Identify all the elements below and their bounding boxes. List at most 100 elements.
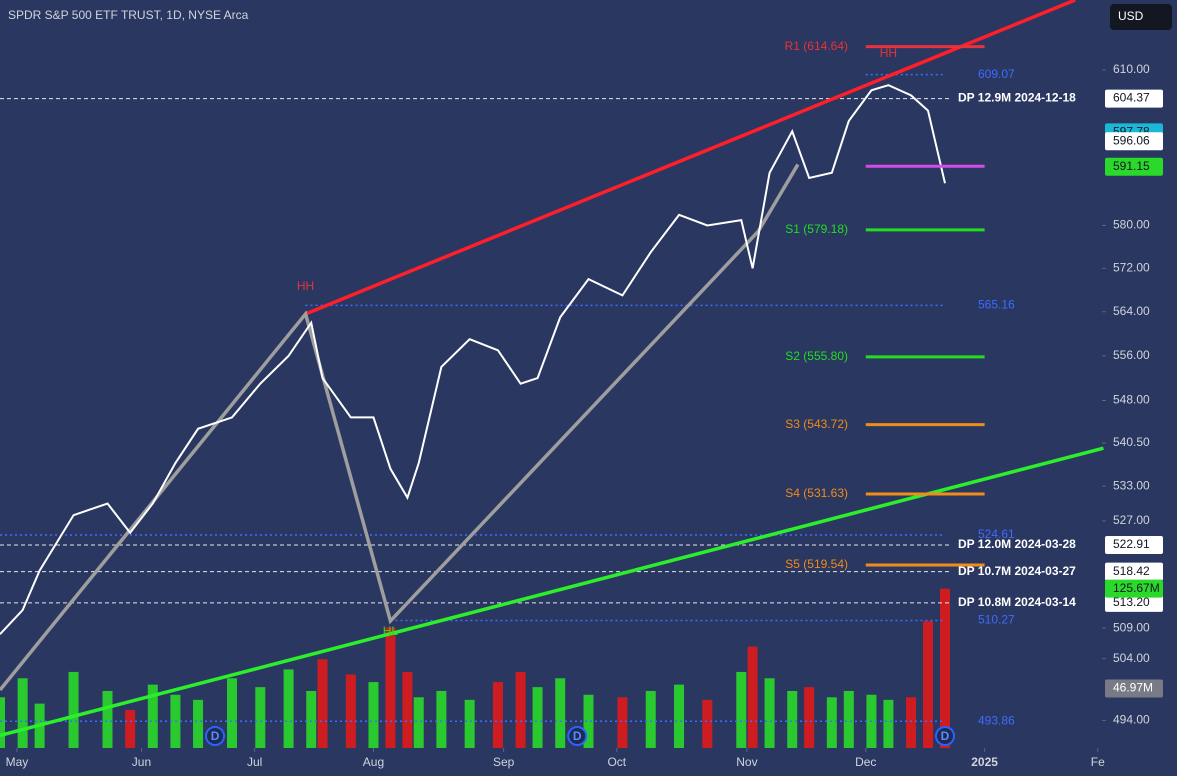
volume-bar	[227, 678, 238, 748]
volume-bar	[147, 684, 158, 748]
reference-label: 609.07	[978, 67, 1015, 81]
price-tag-label: 591.15	[1113, 159, 1150, 173]
y-tick-label: 494.00	[1113, 713, 1150, 727]
x-tick-label: Fe	[1091, 755, 1105, 769]
volume-bar	[402, 671, 413, 748]
trend-line	[0, 446, 1104, 738]
dividend-marker	[567, 726, 588, 746]
dark-pool-label: DP 12.9M 2024-12-18	[958, 91, 1076, 105]
volume-bar	[617, 697, 628, 748]
volume-bar	[906, 697, 917, 748]
volume-bar	[702, 699, 713, 748]
x-tick-label: Aug	[363, 755, 384, 769]
pivot-label: S5 (519.54)	[785, 557, 848, 571]
y-tick-label: 556.00	[1113, 348, 1150, 362]
volume-bar	[532, 687, 543, 748]
pivot-label: R1 (614.64)	[785, 39, 848, 53]
price-tag	[1105, 89, 1163, 108]
y-tick-label: 540.50	[1113, 435, 1150, 449]
reference-label: 565.16	[978, 298, 1015, 312]
pivot-label: S3 (543.72)	[785, 417, 848, 431]
volume-bar	[464, 699, 475, 748]
volume-bar	[923, 621, 934, 748]
y-tick-label: 527.00	[1113, 513, 1150, 527]
currency-label[interactable]: USD	[1118, 9, 1144, 23]
price-line	[0, 84, 946, 635]
volume-bar	[645, 690, 656, 748]
x-tick-label: May	[6, 755, 29, 769]
price-tag	[1105, 593, 1163, 612]
volume-bar	[804, 687, 815, 748]
volume-bar	[515, 671, 526, 748]
price-tag-label: 604.37	[1113, 91, 1150, 105]
volume-bar	[787, 690, 798, 748]
x-tick-label: 2025	[971, 755, 998, 769]
volume-bar	[345, 674, 356, 748]
dividend-label: D	[573, 729, 582, 743]
trend-line	[0, 163, 800, 692]
y-tick-label: 504.00	[1113, 651, 1150, 665]
volume-bar	[102, 690, 113, 748]
volume-bar	[125, 709, 136, 748]
dividend-label: D	[211, 729, 220, 743]
y-tick-label: 509.00	[1113, 620, 1150, 634]
dividend-marker	[934, 726, 955, 746]
volume-bar	[255, 687, 266, 748]
volume-bar	[413, 697, 424, 748]
volume-bar	[939, 588, 950, 748]
volume-bar	[0, 697, 5, 748]
dividend-label: D	[941, 729, 950, 743]
volume-bar	[492, 682, 503, 748]
volume-bar	[736, 671, 747, 748]
price-tag	[1105, 562, 1163, 581]
volume-bar	[764, 678, 775, 748]
volume-bar	[193, 699, 204, 748]
dark-pool-label: DP 10.7M 2024-03-27	[958, 564, 1076, 578]
x-tick-label: Oct	[607, 755, 626, 769]
price-tag-label: 522.91	[1113, 537, 1150, 551]
pivot-label: S1 (579.18)	[785, 222, 848, 236]
price-tag	[1105, 579, 1163, 598]
reference-label: 510.27	[978, 613, 1015, 627]
pivot-label: S2 (555.80)	[785, 349, 848, 363]
dividend-marker	[205, 726, 226, 746]
y-tick-label: 580.00	[1113, 218, 1150, 232]
price-tag-label: 46.97M	[1113, 681, 1153, 695]
swing-label: HL	[383, 624, 399, 638]
volume-bar	[826, 697, 837, 748]
price-tag-label: 125.67M	[1113, 581, 1160, 595]
volume-bar	[883, 699, 894, 748]
dark-pool-label: DP 10.8M 2024-03-14	[958, 595, 1076, 609]
volume-bar	[583, 694, 594, 748]
swing-label: HH	[297, 279, 314, 293]
swing-label: HH	[880, 46, 897, 60]
volume-bar	[747, 646, 758, 748]
volume-bar	[17, 678, 28, 748]
trend-line	[304, 0, 1076, 316]
dark-pool-label: DP 12.0M 2024-03-28	[958, 537, 1076, 551]
y-tick-label: 564.00	[1113, 304, 1150, 318]
y-tick-label: 548.00	[1113, 393, 1150, 407]
y-tick-label: 572.00	[1113, 260, 1150, 274]
volume-bar	[68, 671, 79, 748]
x-tick-label: Sep	[493, 755, 515, 769]
volume-bar	[385, 627, 396, 748]
volume-bar	[306, 690, 317, 748]
price-tag	[1105, 132, 1163, 151]
volume-bar	[283, 669, 294, 748]
volume-bar	[368, 682, 379, 748]
price-tag	[1105, 679, 1163, 698]
volume-bar	[555, 678, 566, 748]
reference-label: 524.61	[978, 527, 1015, 541]
chart-title: SPDR S&P 500 ETF TRUST, 1D, NYSE Arca	[8, 8, 249, 22]
price-tag-label: 518.42	[1113, 564, 1150, 578]
y-tick-label: 533.00	[1113, 478, 1150, 492]
price-tag	[1105, 536, 1163, 555]
x-tick-label: Dec	[855, 755, 876, 769]
currency-button[interactable]	[1110, 4, 1172, 30]
x-tick-label: Nov	[736, 755, 757, 769]
pivot-label: S4 (531.63)	[785, 486, 848, 500]
